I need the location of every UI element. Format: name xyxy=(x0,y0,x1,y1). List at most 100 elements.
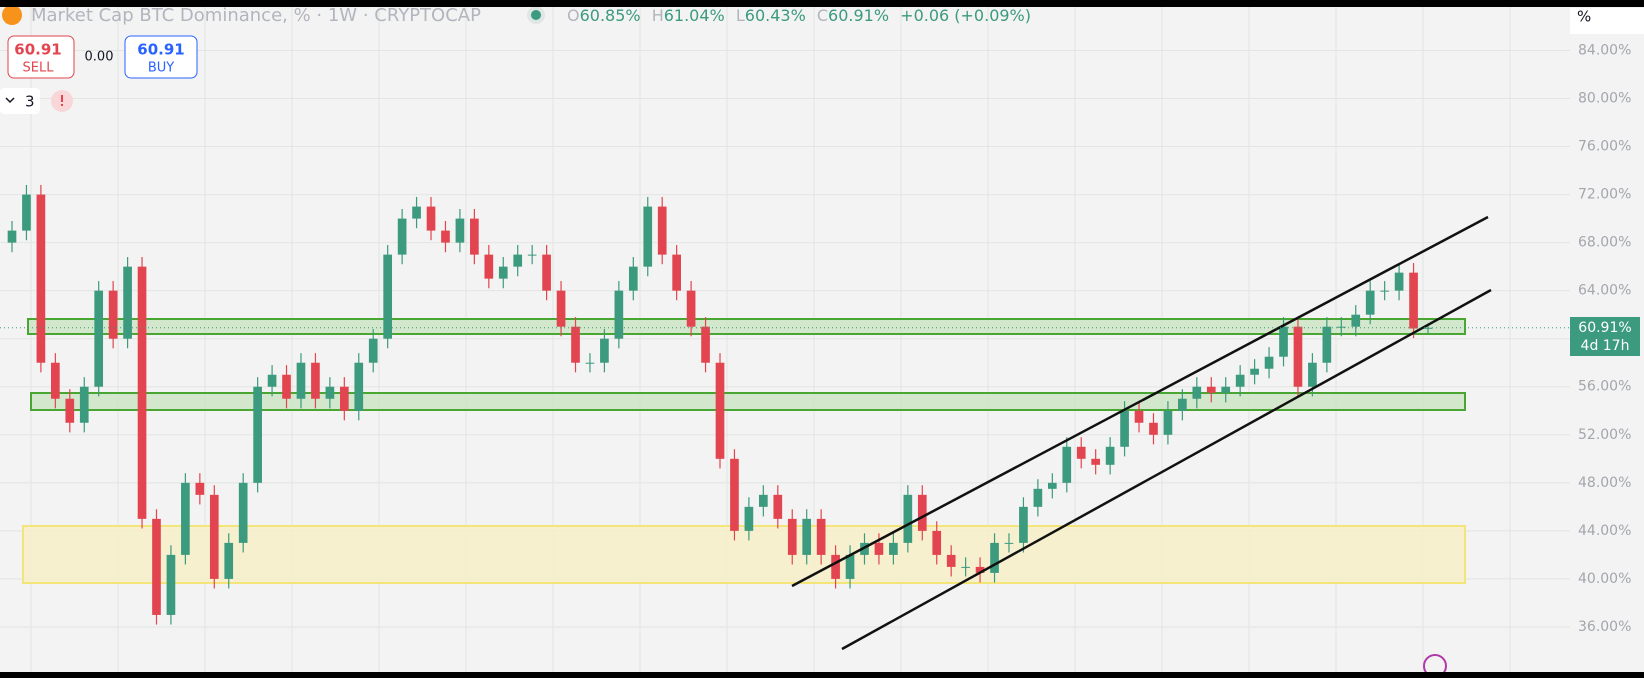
candle-body xyxy=(874,542,884,555)
candle-body xyxy=(267,374,277,387)
y-tick-label: 76.00% xyxy=(1578,139,1631,155)
candle-body xyxy=(759,494,768,507)
candle-body xyxy=(397,218,407,255)
candle-body xyxy=(1004,542,1014,544)
trend-line xyxy=(841,288,1492,651)
candle-body xyxy=(470,218,479,255)
candle-body xyxy=(542,254,551,291)
ohlc-value: 60.91% xyxy=(828,6,889,25)
ohlc-value: 61.04% xyxy=(664,6,725,25)
candle-body xyxy=(903,494,913,543)
candle-body xyxy=(238,482,248,543)
candle-body xyxy=(1264,356,1274,369)
candle-body xyxy=(730,458,739,531)
buy-button[interactable] xyxy=(124,35,198,79)
candle-body xyxy=(802,518,812,555)
candle-body xyxy=(79,386,89,423)
candle-body xyxy=(282,374,291,399)
candle-body xyxy=(195,482,205,495)
candle-body xyxy=(1322,326,1332,363)
candle-body xyxy=(152,518,161,615)
candle-body xyxy=(1394,272,1404,291)
candle-body xyxy=(513,254,523,267)
candle-body xyxy=(1091,458,1101,465)
candle-body xyxy=(209,494,219,579)
candle-body xyxy=(787,518,797,555)
y-tick-label: 72.00% xyxy=(1578,187,1631,203)
candle-body xyxy=(137,266,147,519)
sell-label: SELL xyxy=(23,61,55,76)
candle-body xyxy=(686,290,696,327)
candle-body xyxy=(455,218,465,243)
ohlc-value: 60.85% xyxy=(580,6,641,25)
y-tick-label: 84.00% xyxy=(1578,42,1631,58)
candle-body xyxy=(961,566,970,568)
y-tick-label: 48.00% xyxy=(1578,475,1631,491)
candle-body xyxy=(657,206,667,255)
candle-body xyxy=(22,194,31,231)
frame-top xyxy=(0,0,1644,7)
candle-body xyxy=(1178,398,1187,411)
countdown: 4d 17h xyxy=(1581,338,1630,354)
candle-body xyxy=(1279,326,1288,357)
badge-bg xyxy=(1570,317,1640,356)
candle-body xyxy=(1235,374,1245,387)
candles xyxy=(7,184,1433,625)
candle-body xyxy=(51,362,60,399)
candle-body xyxy=(1163,410,1173,435)
candle-body xyxy=(65,398,75,423)
buy-label: BUY xyxy=(148,61,174,76)
candle-body xyxy=(484,254,494,279)
candle-body xyxy=(614,290,624,339)
candle-body xyxy=(1293,326,1303,387)
y-tick-label: 80.00% xyxy=(1578,90,1631,106)
unit-box[interactable] xyxy=(1570,8,1644,34)
yellow-zone xyxy=(22,525,1466,584)
status-dot xyxy=(531,10,541,20)
candle-body xyxy=(1134,410,1144,423)
candle-body xyxy=(744,506,754,531)
candle-body xyxy=(1120,410,1129,447)
candle-body xyxy=(1019,506,1028,543)
candle-body xyxy=(325,386,335,399)
candle-body xyxy=(426,206,436,231)
candle-body xyxy=(831,554,840,579)
y-tick-label: 56.00% xyxy=(1578,379,1631,395)
symbol-title[interactable]: Market Cap BTC Dominance, % · 1W · CRYPT… xyxy=(31,5,481,26)
candle-body xyxy=(181,482,190,555)
change: +0.06 (+0.09%) xyxy=(900,6,1031,25)
buy-price: 60.91 xyxy=(137,41,184,59)
candle-body xyxy=(932,530,942,555)
y-tick-label: 36.00% xyxy=(1578,619,1631,635)
candle-body xyxy=(917,494,927,531)
candle-body xyxy=(672,254,681,291)
sell-price: 60.91 xyxy=(14,41,61,59)
candle-body xyxy=(36,194,46,363)
candle-body xyxy=(1047,482,1057,489)
last-price: 60.91% xyxy=(1578,320,1631,336)
candle-body xyxy=(1192,386,1202,399)
candle-body xyxy=(1149,422,1158,435)
candle-body xyxy=(643,206,653,267)
candle-body xyxy=(571,326,580,363)
candle-body xyxy=(1250,368,1259,375)
ohlc-key: O xyxy=(567,6,580,25)
unit: % xyxy=(1577,8,1591,26)
candle-body xyxy=(296,362,306,399)
candle-body xyxy=(628,266,638,291)
candle-body xyxy=(339,386,349,411)
candle-body xyxy=(845,554,855,579)
y-tick-label: 68.00% xyxy=(1578,235,1631,251)
sell-button[interactable] xyxy=(7,35,75,79)
candle-body xyxy=(412,206,421,219)
candle-body xyxy=(311,362,320,399)
indicators-toggle[interactable] xyxy=(0,88,40,114)
candle-body xyxy=(224,542,234,579)
indicators-count: 3 xyxy=(25,93,35,111)
candle-body xyxy=(527,254,537,256)
spread: 0.00 xyxy=(85,50,114,65)
candle-body xyxy=(715,362,725,459)
y-tick-label: 52.00% xyxy=(1578,427,1631,443)
candle-body xyxy=(108,290,118,339)
